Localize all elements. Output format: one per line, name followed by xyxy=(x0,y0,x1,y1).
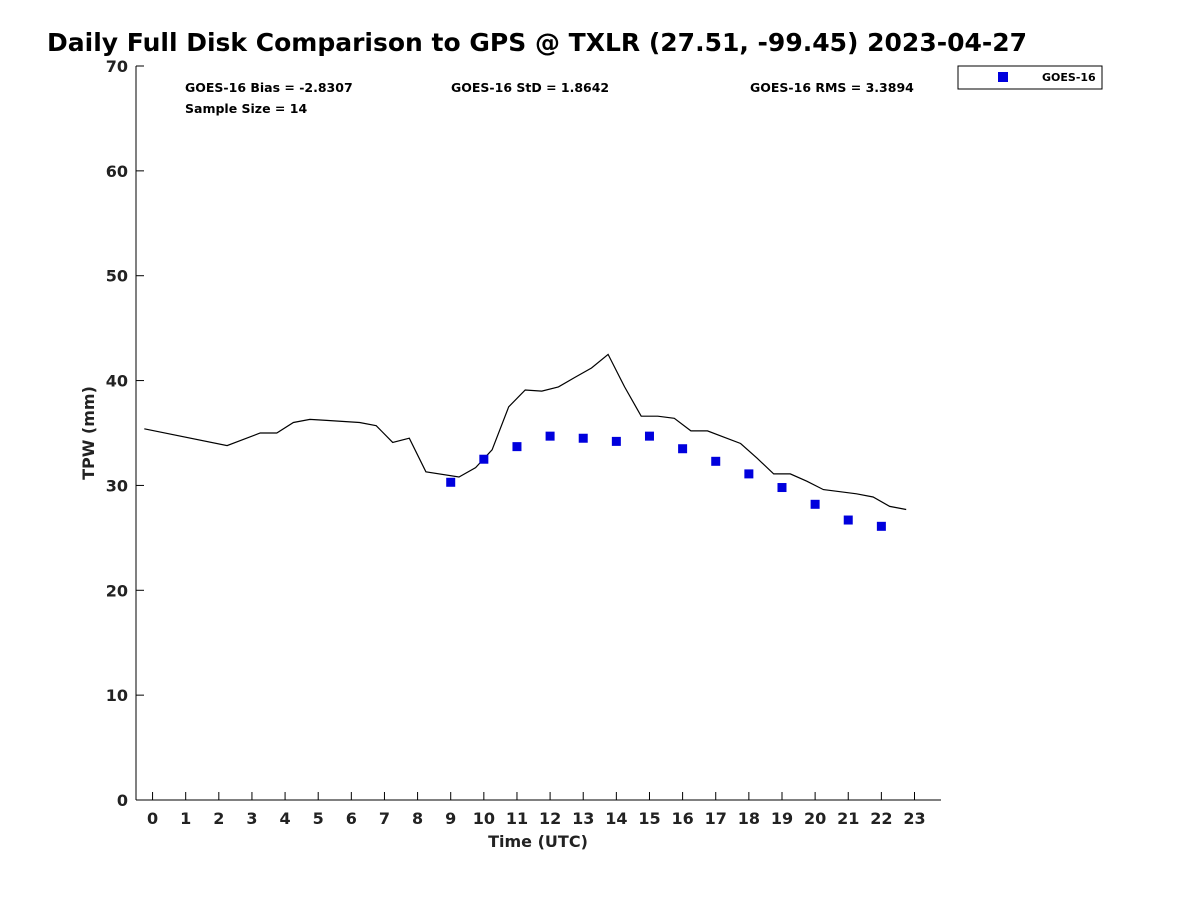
x-tick-label: 17 xyxy=(705,809,727,828)
x-tick-label: 3 xyxy=(246,809,257,828)
x-tick-label: 19 xyxy=(771,809,793,828)
x-tick-label: 6 xyxy=(346,809,357,828)
x-tick-label: 11 xyxy=(506,809,528,828)
stat-bias: GOES-16 Bias = -2.8307 xyxy=(185,80,353,95)
x-tick-label: 1 xyxy=(180,809,191,828)
x-tick-label: 12 xyxy=(539,809,561,828)
x-tick-label: 15 xyxy=(638,809,660,828)
series-layer xyxy=(144,353,907,531)
chart-title: Daily Full Disk Comparison to GPS @ TXLR… xyxy=(47,28,1028,57)
x-tick-label: 8 xyxy=(412,809,423,828)
x-tick-label: 16 xyxy=(671,809,693,828)
y-tick-label: 30 xyxy=(106,476,128,495)
x-tick-label: 21 xyxy=(837,809,859,828)
stat-rms: GOES-16 RMS = 3.3894 xyxy=(750,80,914,95)
y-ticks: 0 10 20 30 40 50 60 70 xyxy=(106,57,144,810)
y-tick-label: 10 xyxy=(106,686,128,705)
x-tick-label: 2 xyxy=(213,809,224,828)
goes-16-point xyxy=(711,456,721,466)
y-tick-label: 40 xyxy=(106,372,128,391)
legend-marker-goes16 xyxy=(998,72,1008,82)
goes-16-point xyxy=(545,431,555,441)
goes-16-point xyxy=(479,454,489,464)
x-ticks: 0 1 2 3 4 5 6 7 8 9 10 11 12 13 14 15 16 17 18 19 20 21 22 23 xyxy=(147,792,926,828)
legend-label-goes16: GOES-16 xyxy=(1042,71,1096,84)
axes xyxy=(135,66,941,801)
goes-16-point xyxy=(777,483,787,493)
y-tick-label: 50 xyxy=(106,267,128,286)
x-tick-label: 10 xyxy=(473,809,495,828)
legend: GOES-16 xyxy=(957,65,1103,90)
x-tick-label: 20 xyxy=(804,809,826,828)
goes-16-point xyxy=(744,469,754,479)
goes-16-point xyxy=(876,521,886,531)
goes-16-point xyxy=(644,431,654,441)
stat-std: GOES-16 StD = 1.8642 xyxy=(451,80,609,95)
y-tick-label: 0 xyxy=(117,791,128,810)
goes-16-point xyxy=(843,515,853,525)
x-axis-label: Time (UTC) xyxy=(488,832,588,851)
goes-16-point xyxy=(678,444,688,454)
goes-16-point xyxy=(578,433,588,443)
y-tick-label: 60 xyxy=(106,162,128,181)
x-tick-label: 4 xyxy=(280,809,291,828)
stat-sample-size: Sample Size = 14 xyxy=(185,101,307,116)
x-tick-label: 18 xyxy=(738,809,760,828)
x-tick-label: 14 xyxy=(605,809,627,828)
x-tick-label: 5 xyxy=(313,809,324,828)
x-tick-label: 7 xyxy=(379,809,390,828)
goes-16-point xyxy=(446,477,456,487)
x-tick-label: 22 xyxy=(870,809,892,828)
y-axis-label: TPW (mm) xyxy=(79,386,98,480)
x-tick-label: 0 xyxy=(147,809,158,828)
goes-16-point xyxy=(810,499,820,509)
x-tick-label: 9 xyxy=(445,809,456,828)
y-tick-label: 20 xyxy=(106,581,128,600)
y-tick-label: 70 xyxy=(106,57,128,76)
goes-16-point xyxy=(611,436,621,446)
legend-box xyxy=(957,65,1103,90)
x-tick-label: 13 xyxy=(572,809,594,828)
goes-16-point xyxy=(512,442,522,452)
gps-series-line xyxy=(144,353,907,511)
x-tick-label: 23 xyxy=(903,809,925,828)
